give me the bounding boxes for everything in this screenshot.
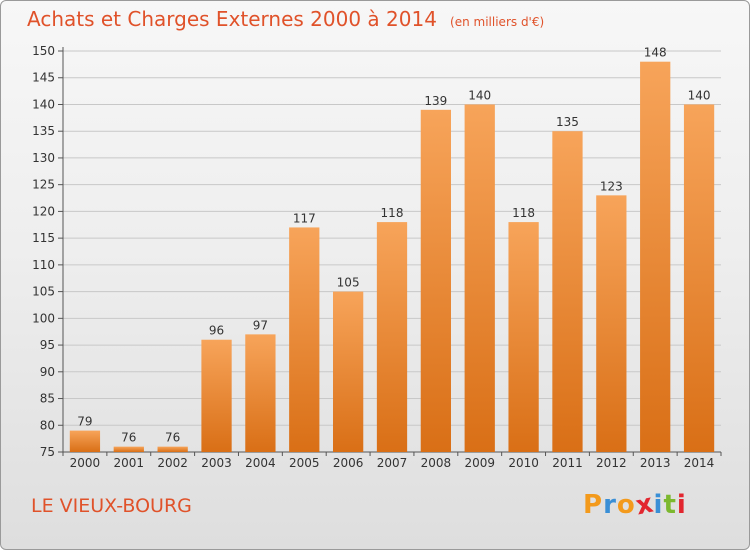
data-label-2011: 135 (556, 115, 579, 129)
bar-2014 (683, 104, 715, 452)
data-label-2010: 118 (512, 206, 535, 220)
data-label-2008: 139 (424, 94, 447, 108)
y-tick-label: 120 (32, 204, 55, 218)
y-tick-label: 75 (40, 445, 55, 459)
x-tick-label: 2005 (289, 456, 320, 470)
bar-2003 (201, 339, 232, 452)
y-tick-label: 85 (40, 392, 55, 406)
data-label-2002: 76 (165, 431, 180, 445)
bar-2013 (640, 61, 671, 453)
x-tick-label: 2003 (201, 456, 232, 470)
y-tick-label: 115 (32, 231, 55, 245)
y-tick-label: 95 (40, 338, 55, 352)
x-tick-label: 2000 (70, 456, 101, 470)
logo-letter: o (616, 490, 636, 520)
data-label-2006: 105 (337, 276, 360, 290)
x-tick-label: 2012 (596, 456, 627, 470)
x-tick-label: 2011 (552, 456, 583, 470)
x-tick-label: 2013 (640, 456, 671, 470)
x-tick-label: 2004 (245, 456, 276, 470)
y-tick-label: 100 (32, 311, 55, 325)
x-tick-label: 2010 (508, 456, 539, 470)
data-label-2005: 117 (293, 211, 316, 225)
bar-2009 (464, 104, 495, 452)
y-tick-label: 145 (32, 71, 55, 85)
data-label-2013: 148 (644, 46, 667, 60)
bar-2002 (157, 446, 188, 452)
data-label-2001: 76 (121, 431, 136, 445)
data-label-2000: 79 (77, 415, 92, 429)
title-unit: (en milliers d'€) (450, 15, 545, 29)
data-label-2003: 96 (209, 324, 224, 338)
y-tick-label: 125 (32, 178, 55, 192)
data-label-2007: 118 (381, 206, 404, 220)
x-tick-label: 2002 (157, 456, 188, 470)
x-tick-label: 2009 (464, 456, 495, 470)
x-tick-label: 2014 (684, 456, 715, 470)
x-tick-label: 2006 (333, 456, 364, 470)
x-tick-label: 2001 (114, 456, 145, 470)
logo-letter: r (603, 490, 617, 520)
bar-2011 (552, 131, 583, 452)
y-tick-label: 150 (32, 44, 55, 58)
y-tick-label: 80 (40, 418, 55, 432)
bar-2001 (113, 446, 144, 452)
x-tick-label: 2007 (377, 456, 408, 470)
y-tick-label: 140 (32, 97, 55, 111)
bar-2005 (289, 227, 320, 452)
proxiti-logo: Proxiti (583, 488, 687, 521)
y-tick-label: 90 (40, 365, 55, 379)
data-label-2012: 123 (600, 179, 623, 193)
bar-2000 (69, 430, 101, 452)
bar-2012 (596, 195, 627, 453)
y-tick-label: 105 (32, 285, 55, 299)
bar-2007 (376, 222, 408, 452)
bar-2006 (332, 291, 364, 452)
y-tick-label: 110 (32, 258, 55, 272)
logo-letter: i (676, 490, 687, 520)
data-label-2009: 140 (468, 88, 491, 102)
data-label-2004: 97 (253, 318, 268, 332)
y-tick-label: 130 (32, 151, 55, 165)
title-text: Achats et Charges Externes 2000 à 2014 (27, 7, 437, 31)
bar-2008 (420, 109, 452, 453)
y-tick-label: 135 (32, 124, 55, 138)
commune-name: LE VIEUX-BOURG (31, 495, 192, 517)
bar-2004 (245, 334, 276, 452)
logo-letter: i (653, 490, 664, 520)
x-tick-label: 2008 (421, 456, 452, 470)
logo-letter: t (663, 490, 677, 520)
chart-title: Achats et Charges Externes 2000 à 2014 (… (27, 7, 544, 31)
bar-2010 (508, 222, 539, 452)
data-label-2014: 140 (688, 88, 711, 102)
logo-letter: P (583, 490, 604, 520)
